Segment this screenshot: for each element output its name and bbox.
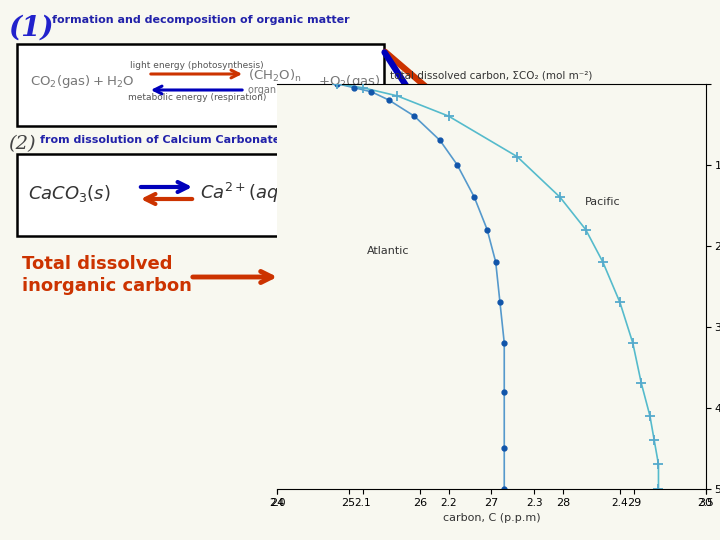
Text: light energy (photosynthesis): light energy (photosynthesis) xyxy=(130,62,264,71)
Text: formation and decomposition of organic matter: formation and decomposition of organic m… xyxy=(52,15,350,25)
Text: Total dissolved
inorganic carbon: Total dissolved inorganic carbon xyxy=(22,255,192,295)
Title: total dissolved carbon, ΣCO₂ (mol m⁻²): total dissolved carbon, ΣCO₂ (mol m⁻²) xyxy=(390,70,593,80)
Text: $\mathit{Ca^{2+}(aq) + CO_3^{2-}}$: $\mathit{Ca^{2+}(aq) + CO_3^{2-}}$ xyxy=(200,180,356,206)
Text: (2): (2) xyxy=(8,135,35,153)
Text: organic matter: organic matter xyxy=(248,85,320,95)
Text: Atlantic: Atlantic xyxy=(367,246,410,256)
Text: metabolic energy (respiration): metabolic energy (respiration) xyxy=(128,93,266,103)
Text: (1): (1) xyxy=(8,15,53,42)
Text: $\mathit{CaCO_3(s)}$: $\mathit{CaCO_3(s)}$ xyxy=(28,183,111,204)
Text: $\mathrm{+ O_2(gas)}$: $\mathrm{+ O_2(gas)}$ xyxy=(318,73,380,91)
Text: from dissolution of Calcium Carbonate: from dissolution of Calcium Carbonate xyxy=(40,135,280,145)
FancyBboxPatch shape xyxy=(17,44,384,126)
Text: $\mathrm{(CH_2O)_n}$: $\mathrm{(CH_2O)_n}$ xyxy=(248,68,302,84)
FancyBboxPatch shape xyxy=(17,154,384,236)
X-axis label: carbon, C (p.p.m): carbon, C (p.p.m) xyxy=(443,512,540,523)
Text: Pacific: Pacific xyxy=(585,197,621,207)
Text: $\mathrm{CO_2(gas) + H_2O}$: $\mathrm{CO_2(gas) + H_2O}$ xyxy=(30,73,134,91)
